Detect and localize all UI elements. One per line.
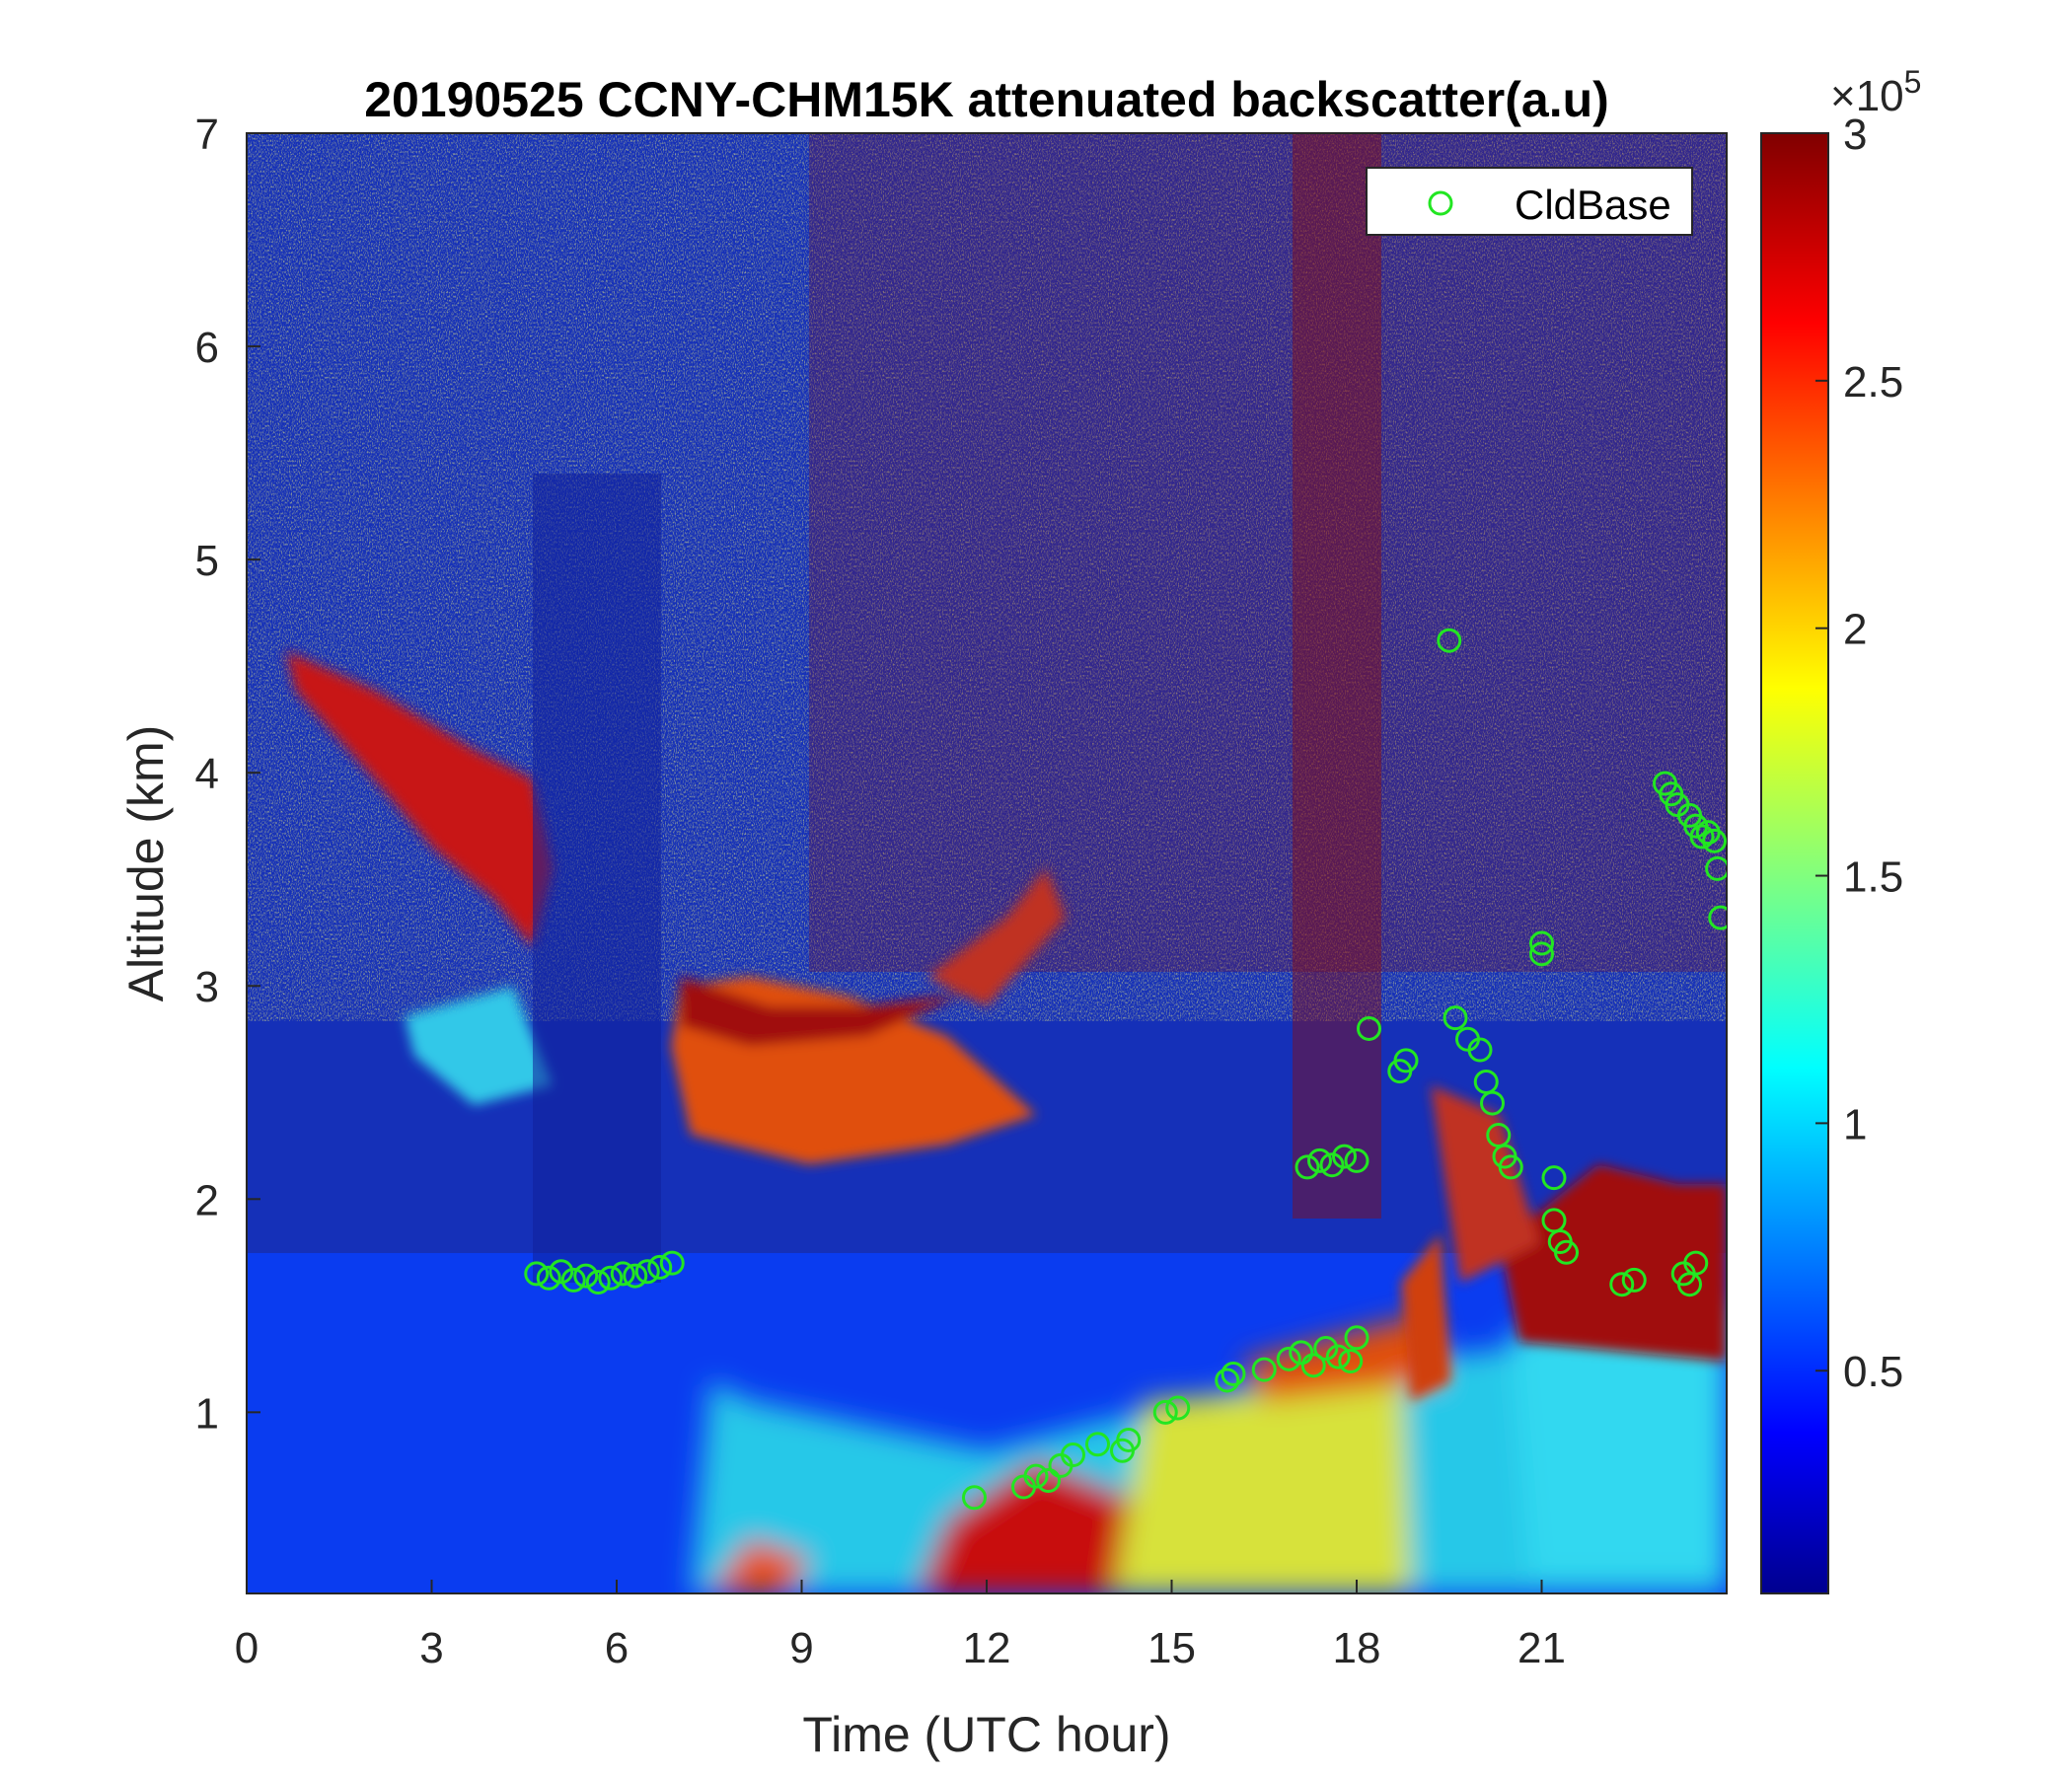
cldbase-marker <box>1295 1154 1320 1180</box>
cldbase-series <box>524 628 1727 1511</box>
x-axis: 0 3 6 9 12 15 18 21 <box>235 1580 1566 1672</box>
y-axis: 1 2 3 4 5 6 7 <box>195 111 260 1438</box>
y-tick-label: 5 <box>195 537 219 585</box>
cldbase-marker <box>1705 855 1727 881</box>
cldbase-marker <box>647 1254 673 1280</box>
x-tick-label: 21 <box>1517 1624 1566 1672</box>
cldbase-marker <box>1708 905 1727 930</box>
cldbase-marker <box>1689 824 1715 850</box>
heatmap-image <box>247 133 1727 1593</box>
x-tick-label: 12 <box>963 1624 1011 1672</box>
cldbase-marker <box>1467 1037 1493 1063</box>
x-tick-label: 3 <box>419 1624 443 1672</box>
y-tick-label: 3 <box>195 963 219 1011</box>
legend-box <box>1366 167 1693 236</box>
x-tick-label: 0 <box>235 1624 259 1672</box>
colorbar-tick-label: 1.5 <box>1843 853 1903 902</box>
chart-title: 20190525 CCNY-CHM15K attenuated backscat… <box>364 72 1609 127</box>
cldbase-marker <box>1529 941 1554 967</box>
cldbase-marker <box>1300 1353 1326 1378</box>
cldbase-marker <box>1480 1090 1505 1116</box>
legend-label-cldbase: CldBase <box>1515 182 1671 228</box>
cldbase-marker <box>1036 1467 1061 1493</box>
y-axis-label: Altitude (km) <box>118 725 174 1002</box>
x-tick-label: 18 <box>1333 1624 1381 1672</box>
cldbase-marker <box>536 1265 561 1291</box>
cldbase-marker <box>1332 1144 1357 1169</box>
x-axis-label: Time (UTC hour) <box>802 1707 1170 1762</box>
cldbase-marker <box>1344 1147 1369 1173</box>
cldbase-marker <box>610 1261 635 1287</box>
cldbase-marker <box>1325 1344 1351 1369</box>
cldbase-marker <box>1443 1005 1468 1031</box>
cldbase-marker <box>1152 1399 1178 1425</box>
cldbase-marker <box>1061 1443 1085 1468</box>
x-tick-label: 15 <box>1147 1624 1196 1672</box>
cldbase-marker <box>1437 628 1462 653</box>
cldbase-marker <box>573 1263 599 1289</box>
cldbase-marker <box>1621 1267 1647 1293</box>
cldbase-marker <box>634 1259 660 1285</box>
cldbase-marker <box>1393 1048 1419 1073</box>
x-tick-label: 6 <box>605 1624 629 1672</box>
colorbar-gradient <box>1760 132 1829 1594</box>
colorbar-tick-label: 1 <box>1843 1100 1867 1148</box>
cldbase-marker <box>659 1250 685 1276</box>
cldbase-marker <box>1116 1427 1142 1452</box>
colorbar-multiplier: ×105 <box>1830 64 1921 120</box>
cldbase-marker <box>524 1261 550 1287</box>
colorbar-tick-label: 2 <box>1843 606 1867 654</box>
cldbase-marker <box>1085 1432 1110 1457</box>
cldbase-marker <box>1313 1336 1339 1362</box>
y-tick-label: 1 <box>195 1389 219 1438</box>
cldbase-marker <box>1554 1239 1579 1265</box>
cldbase-marker <box>1529 930 1554 956</box>
cldbase-marker <box>1276 1346 1301 1371</box>
cldbase-marker <box>1344 1325 1369 1351</box>
cldbase-marker <box>1609 1272 1635 1297</box>
y-tick-label: 2 <box>195 1176 219 1224</box>
colorbar: 0.5 1 1.5 2 2.5 3 ×105 <box>1760 64 1921 1594</box>
cldbase-marker <box>1221 1361 1246 1386</box>
y-tick-label: 6 <box>195 324 219 372</box>
cldbase-marker <box>1307 1147 1332 1173</box>
cldbase-marker <box>585 1270 611 1295</box>
cldbase-marker <box>1702 828 1727 853</box>
cldbase-marker <box>1541 1165 1567 1191</box>
cldbase-marker <box>598 1265 624 1291</box>
cldbase-marker <box>1683 1250 1709 1276</box>
cldbase-marker <box>1338 1348 1364 1373</box>
legend: CldBase <box>1366 167 1693 236</box>
cldbase-marker <box>1289 1340 1314 1366</box>
colorbar-tick-label: 0.5 <box>1843 1348 1903 1396</box>
cldbase-marker <box>623 1263 648 1289</box>
colorbar-ticks: 0.5 1 1.5 2 2.5 3 <box>1815 111 1903 1396</box>
cldbase-marker <box>1357 1015 1381 1041</box>
colorbar-tick-label: 2.5 <box>1843 358 1903 407</box>
y-tick-label: 7 <box>195 111 219 159</box>
legend-marker <box>1428 190 1453 216</box>
cldbase-marker <box>1319 1152 1345 1178</box>
cldbase-marker <box>1023 1463 1049 1489</box>
cldbase-marker <box>1251 1357 1277 1382</box>
x-tick-label: 9 <box>789 1624 813 1672</box>
cldbase-marker <box>1498 1154 1523 1180</box>
cldbase-marker <box>962 1485 987 1511</box>
cldbase-marker <box>560 1267 586 1293</box>
cldbase-marker <box>1165 1395 1191 1421</box>
colorbar-tick-label: 3 <box>1843 111 1867 159</box>
cldbase-marker <box>549 1259 574 1285</box>
y-tick-label: 4 <box>195 750 219 798</box>
cldbase-marker <box>1215 1368 1240 1393</box>
